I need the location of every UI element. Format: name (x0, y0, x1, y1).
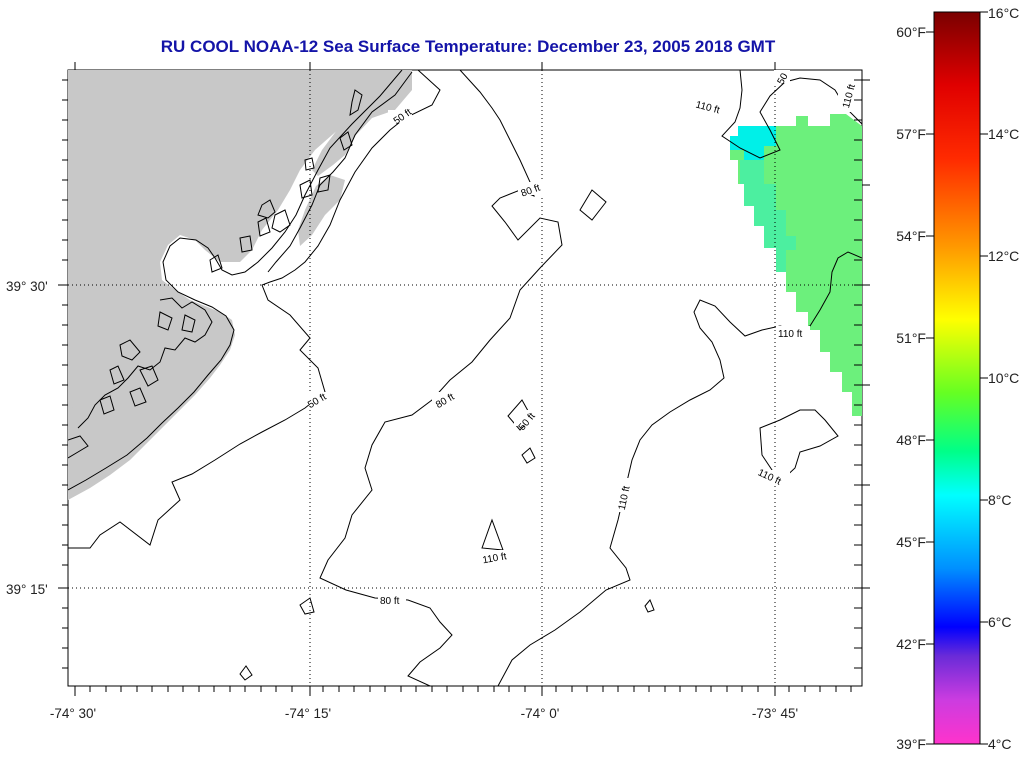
coastline (68, 70, 403, 491)
fahrenheit-label: 57°F (896, 126, 926, 142)
contour-label: 110 ft (778, 329, 802, 340)
celsius-label: 12°C (988, 248, 1019, 264)
contour-label: 80 ft (380, 596, 400, 607)
graticule (68, 70, 862, 686)
colorbar-ticks (926, 11, 988, 745)
fahrenheit-label: 60°F (896, 24, 926, 40)
lon-label: -73° 45' (752, 706, 798, 721)
celsius-label: 16°C (988, 5, 1019, 21)
colorbar-celsius-labels: 16°C 14°C 12°C 10°C 8°C 6°C 4°C (988, 5, 1019, 752)
lon-label: -74° 30' (50, 706, 96, 721)
lon-label: -74° 0' (521, 706, 560, 721)
lower-bay-coast (68, 297, 213, 459)
fahrenheit-label: 54°F (896, 228, 926, 244)
land-mass (68, 70, 402, 500)
fahrenheit-label: 39°F (896, 736, 926, 752)
celsius-label: 10°C (988, 370, 1019, 386)
sst-patch-mid (740, 160, 796, 272)
contour-label: 110 ft (617, 485, 633, 511)
fahrenheit-label: 48°F (896, 432, 926, 448)
land-point (68, 405, 100, 462)
celsius-label: 14°C (988, 126, 1019, 142)
barrier-island (267, 71, 413, 273)
celsius-label: 8°C (988, 492, 1012, 508)
land-peninsula (312, 70, 412, 176)
lon-label: -74° 15' (285, 706, 331, 721)
fahrenheit-label: 45°F (896, 534, 926, 550)
fahrenheit-label: 51°F (896, 330, 926, 346)
celsius-label: 6°C (988, 614, 1012, 630)
contour-label: 110 ft (482, 551, 508, 566)
land-islands (298, 175, 345, 246)
celsius-label: 4°C (988, 736, 1012, 752)
contour-labels: 50 ft 50 ft 80 ft 80 ft 80 ft 50 110 ft … (303, 70, 858, 607)
frame-ticks (58, 62, 870, 696)
lat-label: 39° 30' (6, 279, 48, 294)
bay-islands (209, 89, 363, 273)
map-title: RU COOL NOAA-12 Sea Surface Temperature:… (160, 37, 776, 56)
fahrenheit-label: 42°F (896, 636, 926, 652)
sst-patch-cool-edge (730, 126, 776, 160)
colorbar (933, 11, 981, 745)
contour-label: 50 (776, 71, 791, 87)
lat-label: 39° 15' (6, 582, 48, 597)
colorbar-fahrenheit-labels: 60°F 57°F 54°F 51°F 48°F 45°F 42°F 39°F (896, 24, 926, 752)
